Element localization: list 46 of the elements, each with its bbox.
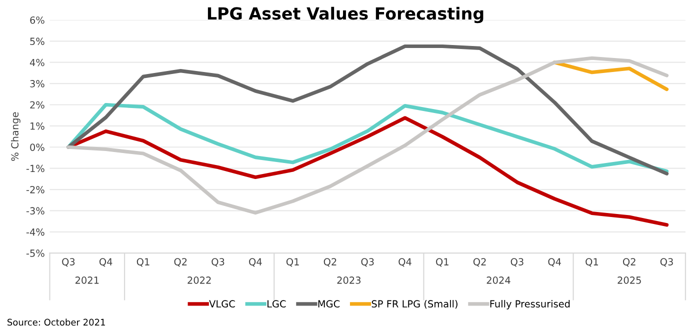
y-tick-label: -5% <box>26 250 44 257</box>
y-tick-label: 3% <box>30 80 44 88</box>
x-tick-label: Q3 <box>212 258 224 267</box>
line-series <box>552 60 669 92</box>
x-tick-label: Q2 <box>473 258 486 267</box>
x-tick-label: Q1 <box>136 258 150 267</box>
x-tick-label: Q1 <box>286 258 299 267</box>
y-tick-label: 1% <box>30 122 44 130</box>
x-tick-label: Q4 <box>99 258 112 267</box>
legend-label: Fully Pressurised <box>490 300 570 310</box>
x-tick-label: Q3 <box>361 258 374 267</box>
text: 2023 <box>337 276 361 284</box>
x-tick-label: Q2 <box>174 258 187 267</box>
line-series <box>66 102 669 174</box>
chart-title: LPG Asset Values Forecasting <box>208 6 484 24</box>
y-tick-label: 2% <box>30 101 44 109</box>
y-tick-label: 4% <box>30 58 44 66</box>
y-tick-label: -1% <box>26 164 44 172</box>
y-tick-label: 0% <box>30 144 44 151</box>
legend-label: SP FR LPG (Small) <box>372 300 458 309</box>
text: 2024 <box>486 276 510 284</box>
legend-label: LGC <box>267 300 286 308</box>
source-note: Source: October 2021 <box>8 318 105 326</box>
y-tick-label: 6% <box>30 16 44 24</box>
x-tick-label: Q1 <box>436 258 448 267</box>
line-series <box>66 44 669 176</box>
text: 2022 <box>188 276 211 284</box>
y-tick-label: -2% <box>26 186 44 194</box>
x-tick-label: Q2 <box>324 258 336 267</box>
y-tick-label: 5% <box>30 38 44 46</box>
text: 2025 <box>618 276 641 284</box>
x-tick-label: Q1 <box>586 258 598 267</box>
x-tick-label: Q3 <box>510 258 524 267</box>
legend-label: MGC <box>318 300 340 308</box>
line-series <box>66 56 669 215</box>
legend-label: VLGC <box>209 300 235 308</box>
x-tick-label: Q3 <box>62 258 75 267</box>
x-tick-label: Q4 <box>398 258 412 267</box>
text: 2021 <box>75 276 99 284</box>
x-tick-label: Q3 <box>660 258 673 267</box>
y-tick-label: -3% <box>26 207 44 215</box>
x-tick-label: Q4 <box>249 258 262 267</box>
y-axis-title: % Change <box>10 112 20 161</box>
x-tick-label: Q2 <box>623 258 636 267</box>
y-tick-label: -4% <box>26 228 44 236</box>
x-tick-label: Q4 <box>548 258 561 267</box>
